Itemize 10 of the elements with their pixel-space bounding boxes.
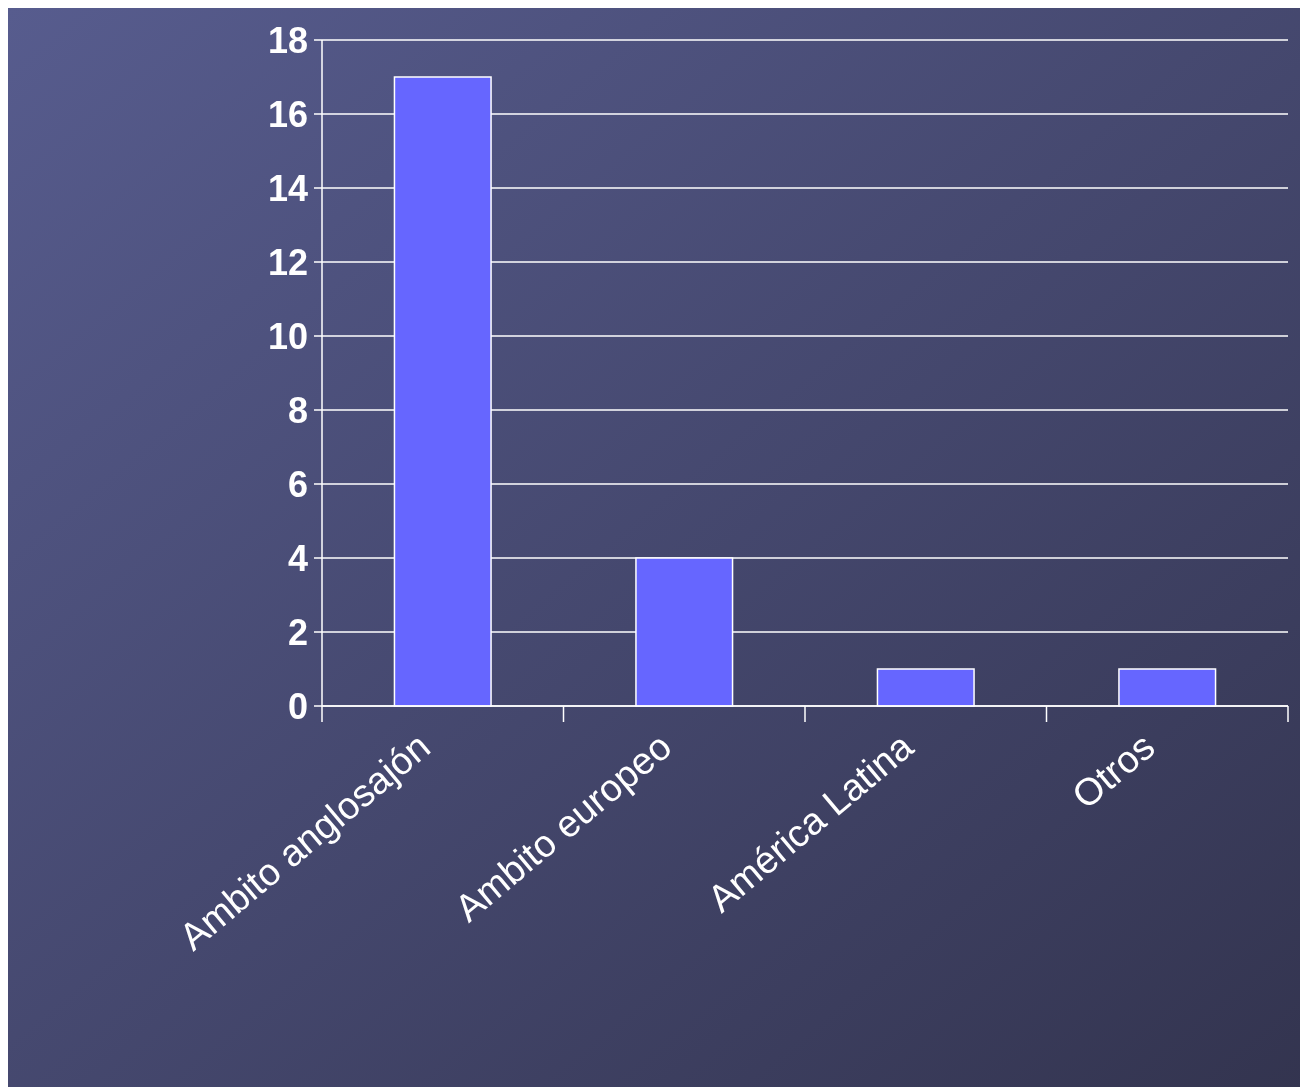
y-tick-label: 0 — [287, 685, 308, 727]
y-tick-label: 8 — [287, 389, 308, 431]
y-tick-label: 4 — [287, 537, 308, 579]
y-tick-label: 12 — [267, 241, 308, 283]
y-tick-label: 6 — [287, 463, 308, 505]
y-tick-label: 10 — [267, 315, 308, 357]
y-tick-label: 2 — [287, 611, 308, 653]
y-tick-label: 18 — [267, 19, 308, 61]
y-tick-label: 14 — [267, 167, 308, 209]
y-tick-label: 16 — [267, 93, 308, 135]
